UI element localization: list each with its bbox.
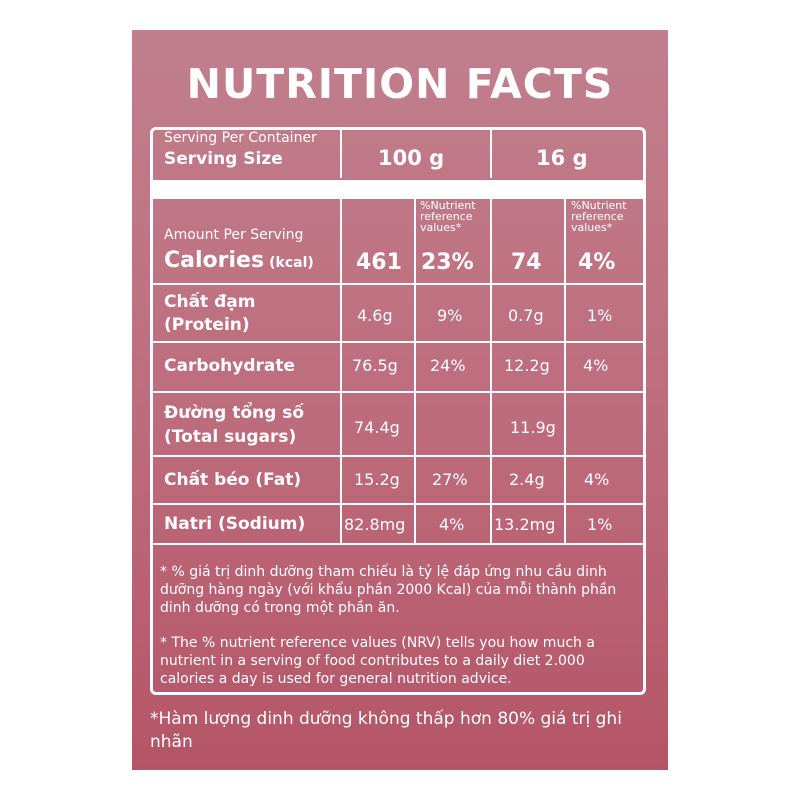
protein-16g: 0.7g: [508, 306, 544, 325]
total-sugars-label-en: (Total sugars): [164, 427, 297, 447]
sodium-nrv-16g: 1%: [587, 515, 613, 534]
serving-size-label: Serving Size: [164, 149, 283, 169]
divider-header-v1: [340, 127, 342, 178]
calories-nrv-100g: 23%: [421, 250, 474, 275]
protein-nrv-100g: 9%: [437, 306, 463, 325]
calories-16g: 74: [511, 250, 542, 275]
sodium-nrv-100g: 4%: [439, 515, 465, 534]
fat-nrv-16g: 4%: [584, 470, 610, 489]
protein-label-en: (Protein): [164, 315, 250, 335]
carbohydrate-16g: 12.2g: [504, 356, 550, 375]
note-english: * The % nutrient reference values (NRV) …: [160, 635, 595, 687]
amount-per-serving-label: Amount Per Serving: [164, 227, 304, 243]
serving-size-100g: 100 g: [378, 146, 445, 170]
fat-100g: 15.2g: [354, 470, 400, 489]
fat-nrv-100g: 27%: [432, 470, 468, 489]
nrv-header-100g: %Nutrient reference values*: [420, 199, 476, 234]
divider-col-1: [340, 198, 342, 544]
note-vietnamese: * % giá trị dinh dưỡng tham chiếu là tỷ …: [160, 564, 617, 616]
row-divider: [153, 341, 643, 343]
row-divider: [153, 543, 643, 545]
row-divider: [153, 503, 643, 505]
footer-note: *Hàm lượng dinh dưỡng không thấp hơn 80%…: [150, 709, 622, 752]
sodium-label: Natri (Sodium): [164, 514, 306, 534]
total-sugars-100g: 74.4g: [354, 418, 400, 437]
nrv-header-16g: %Nutrient reference values*: [571, 199, 627, 234]
divider-header-v2: [490, 127, 492, 178]
sodium-100g: 82.8mg: [344, 515, 406, 534]
divider-col-3: [490, 198, 492, 544]
page-title: NUTRITION FACTS: [186, 60, 614, 108]
fat-16g: 2.4g: [509, 470, 545, 489]
divider-col-2: [414, 198, 416, 544]
protein-label: Chất đạm: [164, 292, 256, 312]
protein-nrv-16g: 1%: [587, 306, 613, 325]
sodium-16g: 13.2mg: [494, 515, 556, 534]
row-divider: [153, 283, 643, 285]
carbohydrate-nrv-100g: 24%: [430, 356, 466, 375]
calories-nrv-16g: 4%: [578, 250, 616, 275]
row-divider: [153, 455, 643, 457]
divider-col-4: [564, 198, 566, 544]
total-sugars-16g: 11.9g: [510, 418, 556, 437]
carbohydrate-100g: 76.5g: [352, 356, 398, 375]
nutrition-label-panel: [132, 30, 668, 770]
header-divider-band: [153, 180, 643, 199]
serving-per-container-label: Serving Per Container: [164, 130, 317, 146]
row-divider: [153, 391, 643, 393]
calories-100g: 461: [356, 250, 402, 275]
calories-label-group: Calories (kcal): [164, 250, 314, 272]
nutrition-table: [150, 127, 646, 695]
protein-100g: 4.6g: [357, 306, 393, 325]
fat-label: Chất béo (Fat): [164, 470, 302, 490]
calories-label: Calories: [164, 248, 265, 273]
calories-unit: (kcal): [269, 255, 314, 271]
total-sugars-label: Đường tổng số: [164, 403, 305, 423]
carbohydrate-nrv-16g: 4%: [583, 356, 609, 375]
serving-size-16g: 16 g: [536, 146, 588, 170]
carbohydrate-label: Carbohydrate: [164, 356, 296, 376]
